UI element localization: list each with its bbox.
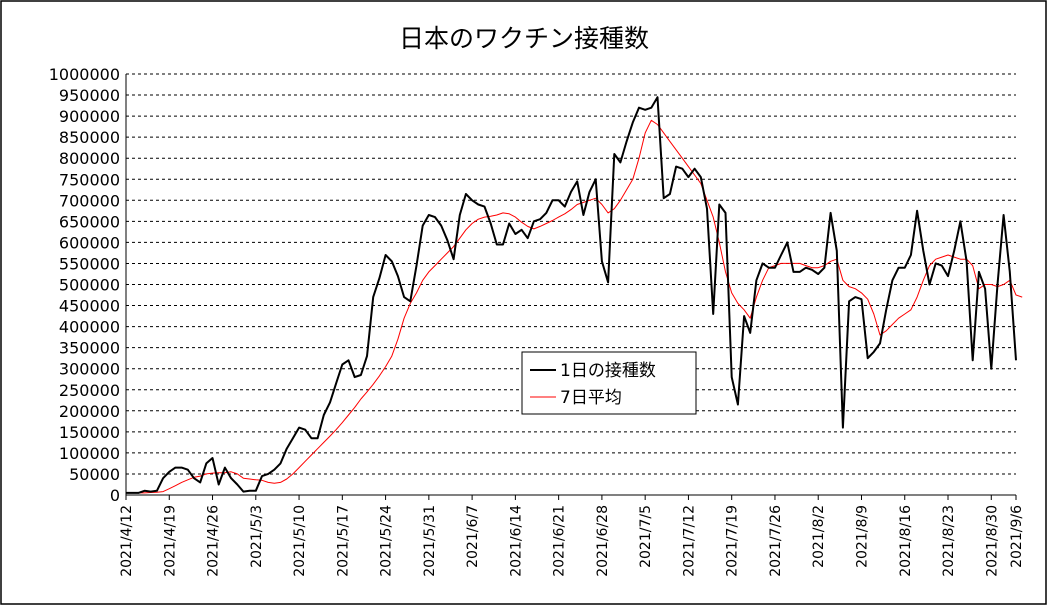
y-tick-label: 850000 (59, 128, 120, 147)
y-tick-label: 800000 (59, 149, 120, 168)
series-line-daily (126, 96, 1017, 494)
y-tick-label: 550000 (59, 254, 120, 273)
y-tick-label: 500000 (59, 276, 120, 295)
x-tick-label: 2021/6/14 (508, 505, 524, 577)
y-tick-labels: 0 50000 100000 150000 200000 250000 300000 3500… (49, 65, 120, 505)
y-tick-label: 350000 (59, 339, 120, 358)
x-tick-label: 2021/4/19 (162, 505, 178, 577)
legend-label-avg7: 7日平均 (560, 388, 622, 408)
y-tick-label: 200000 (59, 402, 120, 421)
x-tick-label: 2021/6/21 (552, 505, 568, 577)
x-tick-label: 2021/8/9 (854, 505, 870, 568)
y-tick-label: 450000 (59, 297, 120, 316)
chart-title: 日本のワクチン接種数 (399, 24, 649, 53)
x-tick-label: 2021/7/19 (725, 505, 741, 577)
y-tick-label: 50000 (69, 465, 120, 484)
y-tick-label: 900000 (59, 107, 120, 126)
x-tick-label: 2021/4/12 (119, 505, 135, 577)
axes (125, 74, 1017, 500)
x-tick-label: 2021/8/16 (898, 505, 914, 577)
y-tick-label: 250000 (59, 381, 120, 400)
x-tick-label: 2021/6/28 (595, 505, 611, 577)
x-tick-label: 2021/9/6 (1009, 505, 1025, 568)
y-tick-label: 600000 (59, 233, 120, 252)
y-tick-label: 400000 (59, 318, 120, 337)
x-tick-label: 2021/4/26 (206, 505, 222, 577)
y-tick-label: 1000000 (49, 65, 120, 84)
x-tick-label: 2021/5/31 (422, 505, 438, 577)
x-tick-label: 2021/5/24 (379, 505, 395, 577)
legend-label-daily: 1日の接種数 (560, 361, 656, 381)
legend: 1日の接種数 7日平均 (521, 351, 697, 415)
x-tick-label: 2021/7/26 (768, 505, 784, 577)
series-lines (126, 96, 1023, 494)
x-tick-label: 2021/5/3 (249, 505, 265, 568)
x-tick-label: 2021/6/7 (465, 505, 481, 568)
x-tick-label: 2021/7/12 (681, 505, 697, 577)
legend-box (521, 351, 697, 415)
x-tick-label: 2021/8/23 (941, 505, 957, 577)
x-tick-label: 2021/8/30 (984, 505, 1000, 577)
y-tick-label: 0 (110, 486, 120, 505)
y-tick-label: 650000 (59, 212, 120, 231)
series-line-avg7 (126, 119, 1023, 494)
x-tick-label: 2021/7/5 (638, 505, 654, 568)
y-tick-label: 150000 (59, 423, 120, 442)
y-tick-label: 700000 (59, 191, 120, 210)
y-tick-label: 300000 (59, 360, 120, 379)
y-tick-label: 750000 (59, 170, 120, 189)
y-tick-label: 950000 (59, 86, 120, 105)
x-tick-label: 2021/5/17 (335, 505, 351, 577)
x-tick-label: 2021/8/2 (811, 505, 827, 568)
y-tick-label: 100000 (59, 444, 120, 463)
x-tick-labels: 2021/4/12 2021/4/19 2021/4/26 2021/5/3 2021/… (119, 505, 1025, 577)
x-tick-label: 2021/5/10 (292, 505, 308, 577)
